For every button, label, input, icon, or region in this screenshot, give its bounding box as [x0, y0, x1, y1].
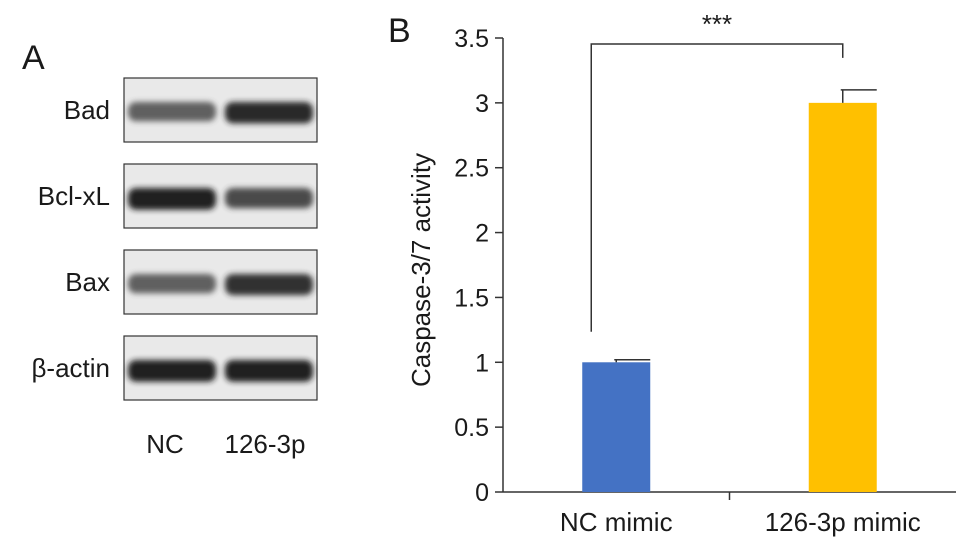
band-bad-lane-2 — [225, 102, 313, 124]
band-bax-lane-2 — [225, 274, 313, 296]
y-tick-label: 0.5 — [454, 414, 489, 442]
y-tick-label: 2.5 — [454, 155, 489, 183]
bar-2 — [808, 102, 877, 492]
bar-1 — [582, 362, 651, 492]
bars — [582, 89, 877, 492]
chart-axes: 0 0.5 1 1.5 2 2.5 3 3.5 — [454, 25, 956, 507]
lane-label-nc: NC — [146, 429, 184, 459]
y-axis-label: Caspase-3/7 activity — [406, 153, 436, 387]
significance-stars: *** — [702, 9, 732, 39]
y-tick-label: 3.5 — [454, 25, 489, 53]
band-bcl-xl-lane-2 — [225, 188, 313, 209]
band-bad-lane-1 — [128, 102, 216, 122]
y-tick-label: 0 — [475, 479, 489, 507]
panel-a-letter: A — [22, 39, 45, 77]
band-actin-lane-2 — [225, 360, 313, 382]
bar-chart-panel: B Caspase-3/7 activity 00.511.522.533.5 … — [388, 9, 956, 537]
band-bax-lane-1 — [128, 274, 216, 294]
panel-b-letter: B — [388, 12, 411, 50]
blot-label-bax: Bax — [65, 267, 110, 297]
category-label-1: NC mimic — [560, 507, 673, 537]
western-blot-panel: A Bad Bcl-xL Bax β-actin NC 126-3p — [22, 39, 318, 459]
y-tick-label: 1.5 — [454, 284, 489, 312]
band-actin-lane-1 — [128, 360, 216, 382]
category-label-2: 126-3p mimic — [765, 507, 921, 537]
blot-label-bad: Bad — [64, 95, 110, 125]
band-bcl-xl-lane-1 — [128, 188, 216, 210]
blot-label-actin: β-actin — [31, 353, 110, 383]
y-tick-label: 3 — [475, 90, 489, 118]
lane-label-126-3p: 126-3p — [225, 429, 306, 459]
y-tick-label: 1 — [475, 349, 489, 377]
category-labels: NC mimic 126-3p mimic — [560, 507, 921, 537]
significance-bracket: *** — [590, 9, 844, 332]
significance-line — [590, 43, 844, 332]
blot-label-bcl-xl: Bcl-xL — [38, 181, 110, 211]
y-tick-label: 2 — [475, 220, 489, 248]
